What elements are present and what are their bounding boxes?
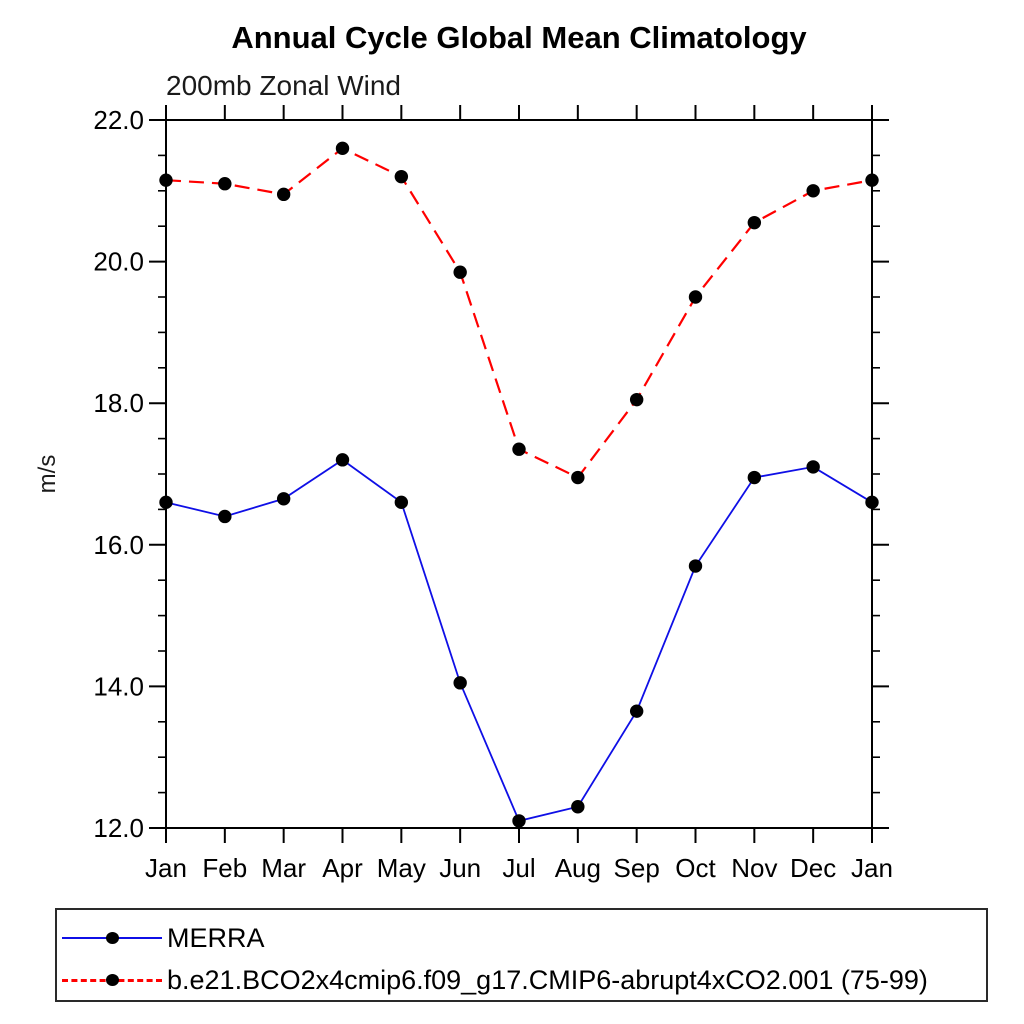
- y-tick-label: 18.0: [93, 388, 144, 418]
- x-tick-label: Jan: [851, 853, 893, 883]
- x-tick-label: Dec: [790, 853, 836, 883]
- legend-marker-dot-icon: [105, 974, 119, 986]
- series-merra-marker: [335, 453, 350, 467]
- series-merra-line: [165, 458, 873, 822]
- x-tick-label: Apr: [322, 853, 363, 883]
- series-model-marker: [688, 290, 703, 304]
- series-merra-marker: [747, 470, 762, 485]
- series-merra-marker: [453, 676, 467, 690]
- series-merra-marker: [806, 460, 820, 474]
- series-merra-marker: [688, 559, 703, 573]
- legend-marker-dot-icon: [105, 932, 119, 944]
- x-tick-label: Oct: [675, 853, 716, 883]
- series-merra-marker: [218, 509, 232, 524]
- legend-label-model: b.e21.BCO2x4cmip6.f09_g17.CMIP6-abrupt4x…: [167, 964, 928, 995]
- x-tick-label: Nov: [731, 853, 777, 883]
- chart-subtitle: 200mb Zonal Wind: [166, 70, 402, 101]
- y-tick-label: 22.0: [93, 105, 144, 135]
- series-merra-marker: [571, 800, 585, 814]
- y-tick-label: 20.0: [93, 247, 144, 277]
- series-model-marker: [571, 470, 585, 485]
- y-tick-label: 16.0: [93, 530, 144, 560]
- legend-entry-model: b.e21.BCO2x4cmip6.f09_g17.CMIP6-abrupt4x…: [57, 965, 928, 995]
- series-model-marker: [453, 265, 467, 279]
- series-model-marker: [218, 177, 232, 191]
- x-tick-label: Feb: [202, 853, 247, 883]
- series-merra-marker: [629, 704, 644, 718]
- series-model-marker: [747, 215, 762, 230]
- x-tick-label: Jun: [439, 853, 481, 883]
- legend-sample-merra: [62, 923, 162, 953]
- x-tick-label: Jan: [145, 853, 187, 883]
- y-tick-label: 14.0: [93, 671, 144, 701]
- series-merra-marker: [159, 495, 173, 510]
- legend-label-merra: MERRA: [167, 922, 265, 953]
- series-model-marker: [512, 442, 526, 456]
- series-model-line: [165, 147, 873, 479]
- legend-sample-model: [62, 965, 162, 995]
- chart-title: Annual Cycle Global Mean Climatology: [231, 20, 807, 55]
- series-model-marker: [806, 184, 820, 198]
- plot-frame: [165, 119, 873, 829]
- series-model-marker: [159, 173, 173, 187]
- legend-box: MERRA b.e21.BCO2x4cmip6.f09_g17.CMIP6-ab…: [55, 908, 988, 1002]
- x-tick-label: Jul: [502, 853, 535, 883]
- series-model-marker: [865, 173, 879, 187]
- series-model-marker: [629, 392, 644, 407]
- x-tick-label: May: [377, 853, 426, 883]
- x-tick-label: Aug: [555, 853, 601, 883]
- series-model-marker: [394, 169, 409, 184]
- series-merra-marker: [276, 492, 291, 506]
- x-tick-label: Mar: [261, 853, 306, 883]
- y-tick-label: 12.0: [93, 813, 144, 843]
- x-tick-label: Sep: [614, 853, 660, 883]
- series-merra-marker: [865, 495, 879, 510]
- series-merra-marker: [512, 814, 526, 828]
- series-merra-marker: [394, 495, 409, 510]
- legend-entry-merra: MERRA: [57, 923, 265, 953]
- series-model-marker: [335, 141, 350, 156]
- series-model-marker: [276, 187, 291, 202]
